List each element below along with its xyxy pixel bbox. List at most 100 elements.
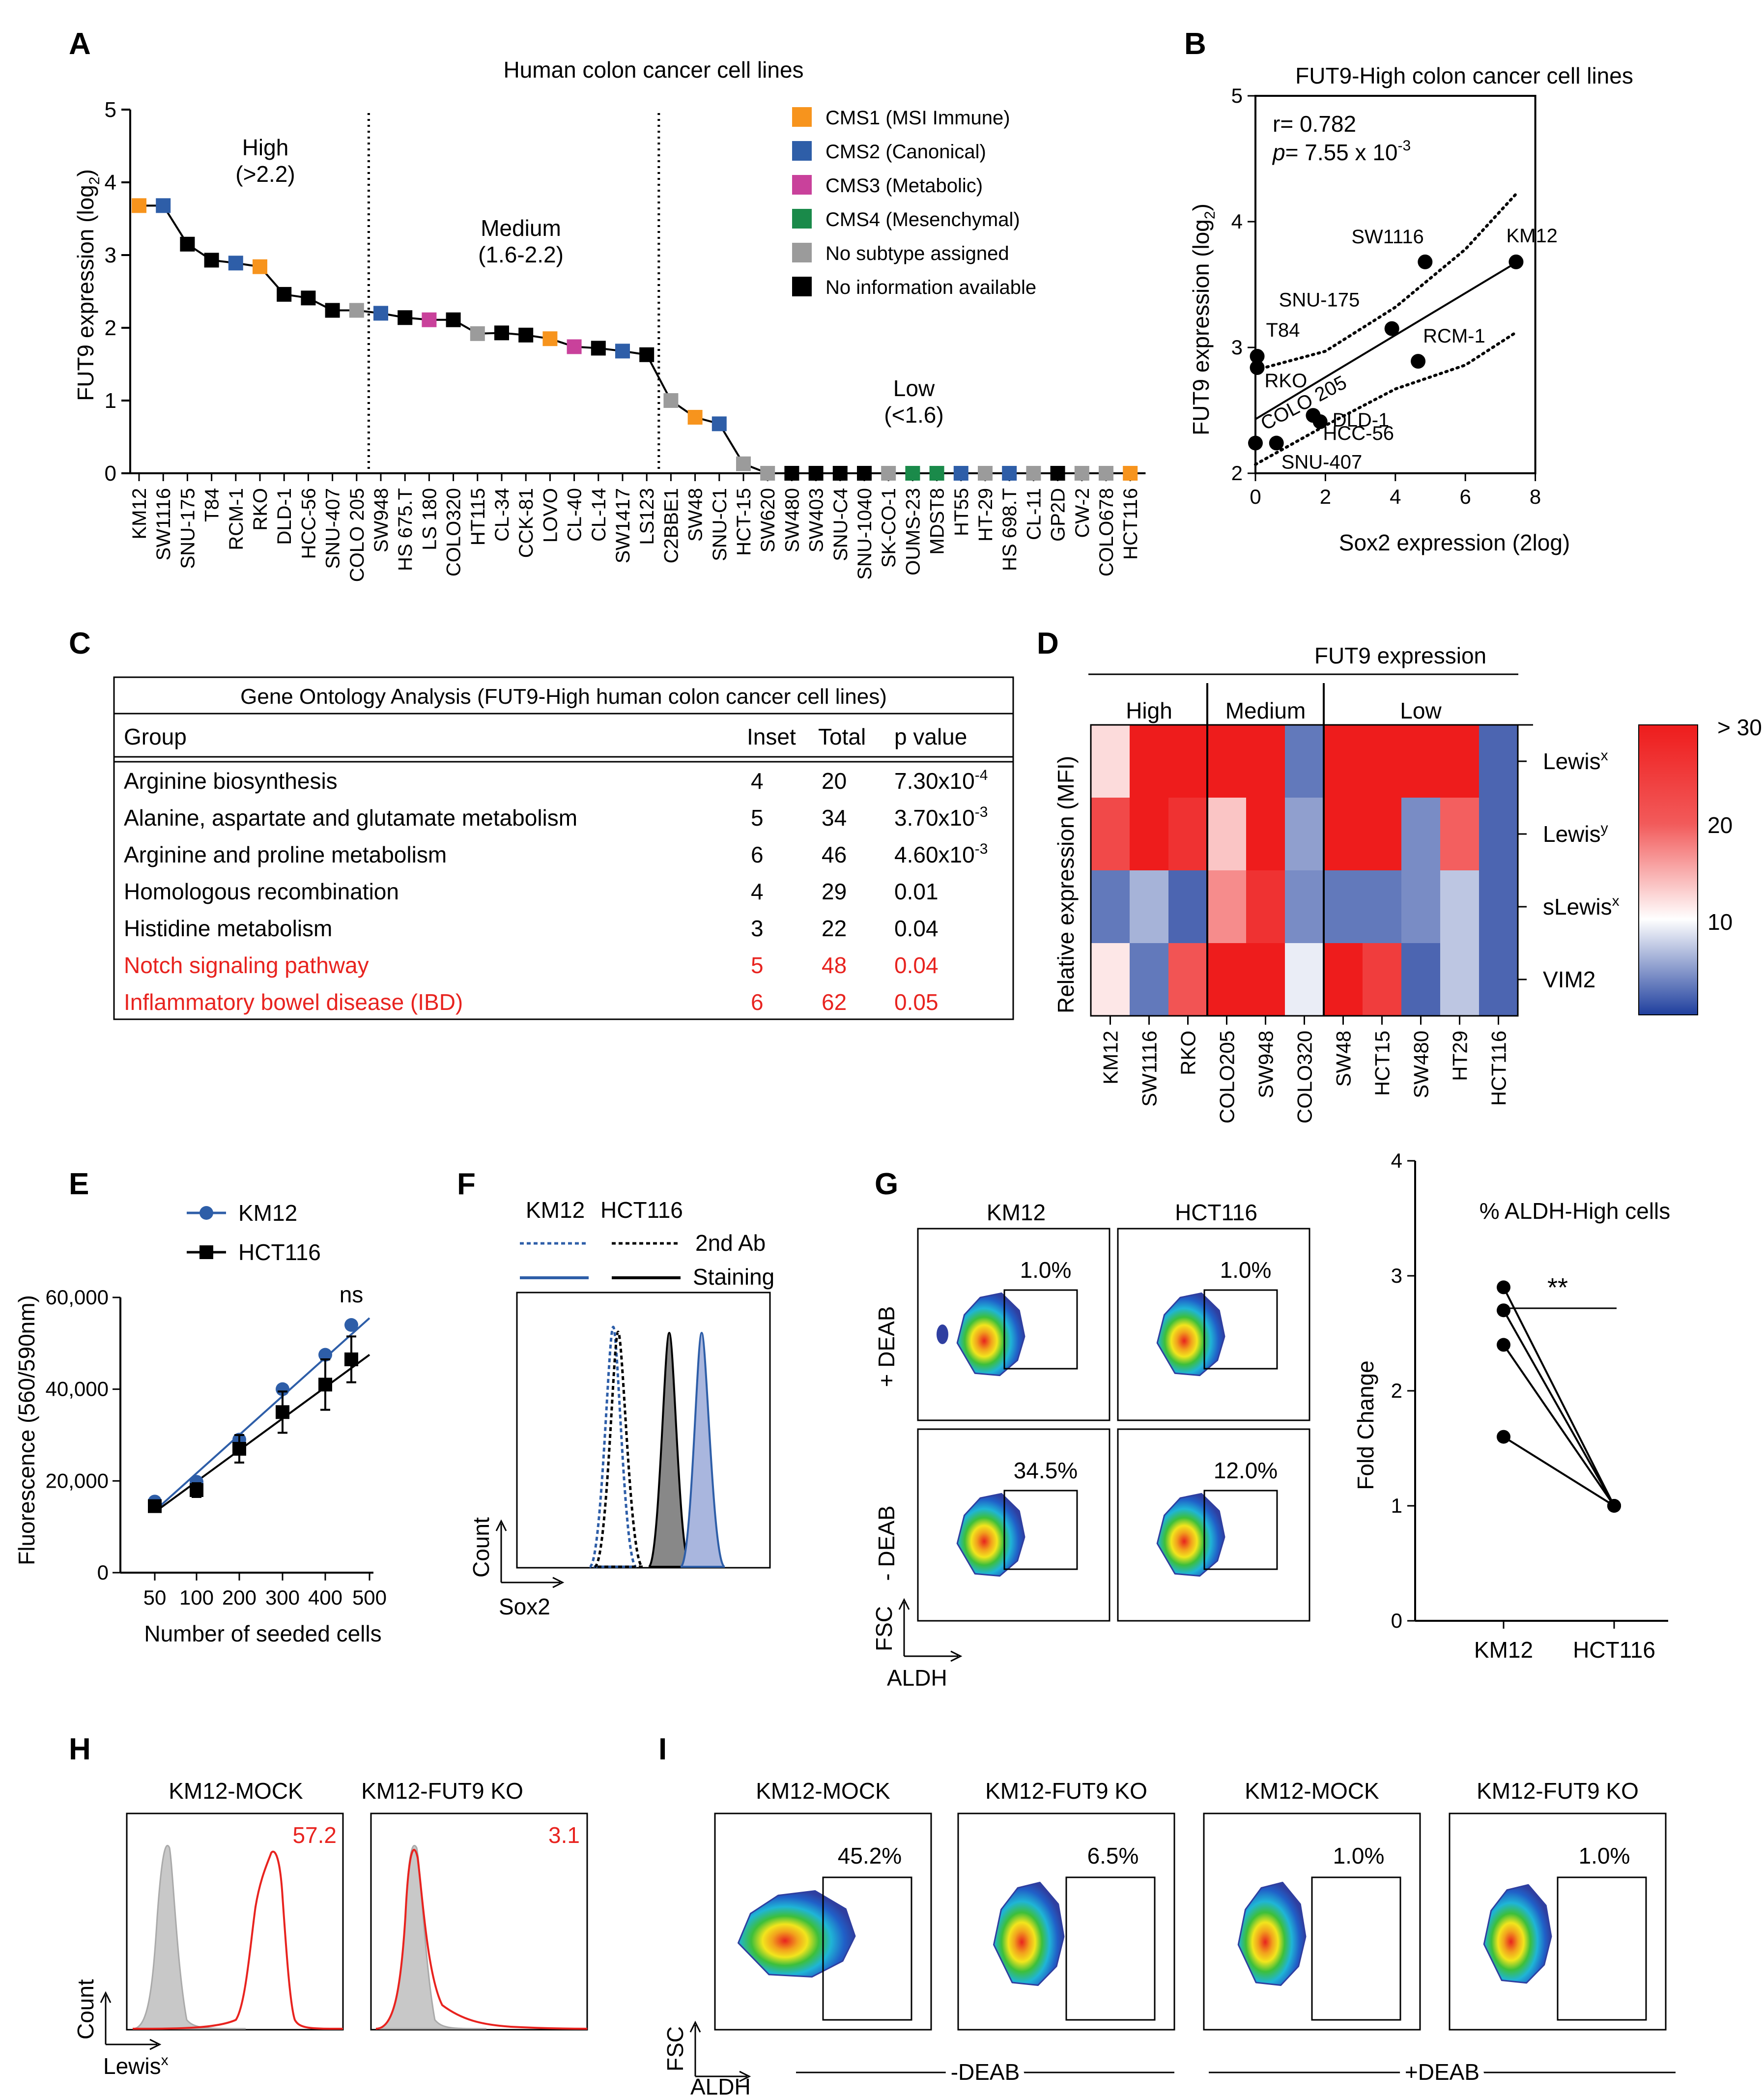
heatmap-cell [1285, 870, 1324, 944]
i-flow-percent: 1.0% [1333, 1843, 1385, 1869]
i-flow-frame [957, 1812, 1175, 2031]
heatmap-col-label: SW480 [1410, 1031, 1433, 1098]
heatmap-cell [1207, 798, 1247, 871]
b-point-label: DLD-1 [1333, 409, 1390, 431]
b-x-tick-label: 2 [1320, 485, 1331, 508]
i-flow-gate [1065, 1876, 1156, 2021]
b-x-tick-label: 4 [1390, 485, 1401, 508]
a-x-label: CL-34 [491, 488, 513, 542]
a-point [929, 466, 944, 481]
i-flow-density [1483, 1884, 1552, 1984]
g-x-tick-label: KM12 [1474, 1637, 1533, 1663]
flow-row-plus-deab: + DEAB [874, 1306, 899, 1387]
heatmap-cell [1440, 725, 1479, 798]
a-point [808, 466, 824, 481]
panel-h: H KM12-MOCK KM12-FUT9 KO 57.2 3.1 Count … [69, 1732, 588, 2079]
a-x-label: MDST8 [927, 488, 948, 555]
go-row-pvalue: 0.01 [894, 879, 939, 904]
i-flow-gate [1557, 1876, 1647, 2021]
b-point-label: HCC-56 [1323, 423, 1394, 444]
a-point [398, 310, 413, 325]
chart-g-significance: ** [1547, 1273, 1568, 1302]
heatmap-cell [1324, 943, 1363, 1016]
i-flow-title: KM12-FUT9 KO [985, 1778, 1147, 1804]
a-point [615, 344, 630, 359]
a-y-tick-label: 5 [105, 98, 116, 122]
b-point-label: RKO [1265, 370, 1308, 392]
a-point [760, 466, 775, 481]
a-x-label: HCT-15 [733, 488, 755, 556]
aldh-arrow-g [950, 1650, 963, 1662]
count-arrow-head [495, 1519, 507, 1531]
chart-e-ylabel: Fluorescence (560/590nm) [14, 1295, 39, 1565]
b-point [1248, 435, 1263, 451]
heatmap-col-label: SW1116 [1138, 1031, 1161, 1107]
a-point [494, 325, 509, 341]
b-point [1250, 360, 1265, 375]
chart-b-p: p= 7.55 x 10-3 [1272, 138, 1411, 165]
a-point [591, 341, 606, 356]
a-x-label: SW620 [757, 488, 779, 552]
g-flow-density [956, 1493, 1025, 1577]
a-point [446, 312, 461, 327]
a-x-label: HT55 [951, 488, 972, 536]
heatmap-row-label: VIM2 [1543, 967, 1595, 992]
go-row-pvalue: 0.04 [894, 916, 939, 941]
legend-hct116-label: HCT116 [238, 1239, 321, 1265]
a-x-label: LS123 [636, 488, 658, 545]
go-row-group: Inflammatory bowel disease (IBD) [124, 989, 463, 1015]
a-legend-label: CMS1 (MSI Immune) [825, 107, 1010, 129]
panel-g: G KM12 HCT116 + DEAB - DEAB 1.0% 1.0% 34.5… [871, 1149, 1670, 1691]
g-km12-point [1497, 1303, 1510, 1318]
heatmap-col-label: SW48 [1332, 1031, 1355, 1087]
go-row-group: Notch signaling pathway [124, 952, 369, 978]
g-flow-density [956, 1292, 1025, 1377]
flow-col-km12: KM12 [987, 1200, 1046, 1225]
g-km12-point [1497, 1430, 1510, 1444]
a-point [204, 253, 219, 268]
g-pair-line [1503, 1436, 1615, 1507]
panel-a: A Human colon cancer cell lines 0 1 2 3 4 5 KM… [69, 27, 1146, 582]
heatmap-title: FUT9 expression [1314, 643, 1486, 668]
a-point [228, 256, 243, 271]
chart-a-ylabel: FUT9 expression (log2) [73, 169, 103, 401]
b-point-label: SNU-407 [1281, 452, 1363, 473]
b-point-label: RCM-1 [1423, 325, 1485, 347]
a-legend-label: CMS4 (Mesenchymal) [825, 209, 1020, 230]
a-legend-swatch [792, 141, 812, 161]
a-x-label: COLO678 [1096, 488, 1117, 576]
a-x-label: COLO320 [443, 488, 465, 576]
i-flow-gate [1311, 1876, 1401, 2021]
flow-legend-hct116: HCT116 [600, 1197, 683, 1223]
a-y-tick-label: 4 [105, 171, 116, 195]
g-flow-frame [917, 1228, 1110, 1421]
heatmap-ylabel: Relative expression (MFI) [1053, 756, 1079, 1013]
heatmap-cell [1168, 943, 1208, 1016]
heatmap-row-label: Lewisx [1543, 748, 1608, 774]
e-hct116-point [190, 1483, 203, 1497]
go-header-group: Group [124, 724, 187, 749]
a-point [349, 303, 364, 318]
group-medium-range: (1.6-2.2) [478, 242, 564, 267]
heatmap-cell [1363, 870, 1402, 944]
g-y-tick-label: 2 [1391, 1379, 1402, 1402]
km12-2ndab-histogram [588, 1325, 638, 1568]
g-flow-gate [1203, 1490, 1278, 1570]
heatmap-cell [1246, 943, 1285, 1016]
heatmap-cell [1130, 943, 1169, 1016]
fsc-arrow-g [898, 1598, 910, 1610]
a-x-label: SW480 [781, 488, 803, 552]
i-flow-frame [1203, 1812, 1421, 2031]
a-x-label: LOVO [540, 488, 561, 543]
a-x-label: HCC-56 [298, 488, 319, 559]
b-point [1306, 408, 1321, 423]
heatmap-cell [1401, 943, 1441, 1016]
a-x-label: GP2D [1048, 488, 1069, 542]
chart-b-ylabel: FUT9 expression (log2) [1188, 203, 1218, 435]
go-row-total: 22 [822, 916, 847, 941]
a-x-label: SW1417 [612, 488, 634, 563]
b-x-tick-label: 0 [1250, 485, 1261, 508]
